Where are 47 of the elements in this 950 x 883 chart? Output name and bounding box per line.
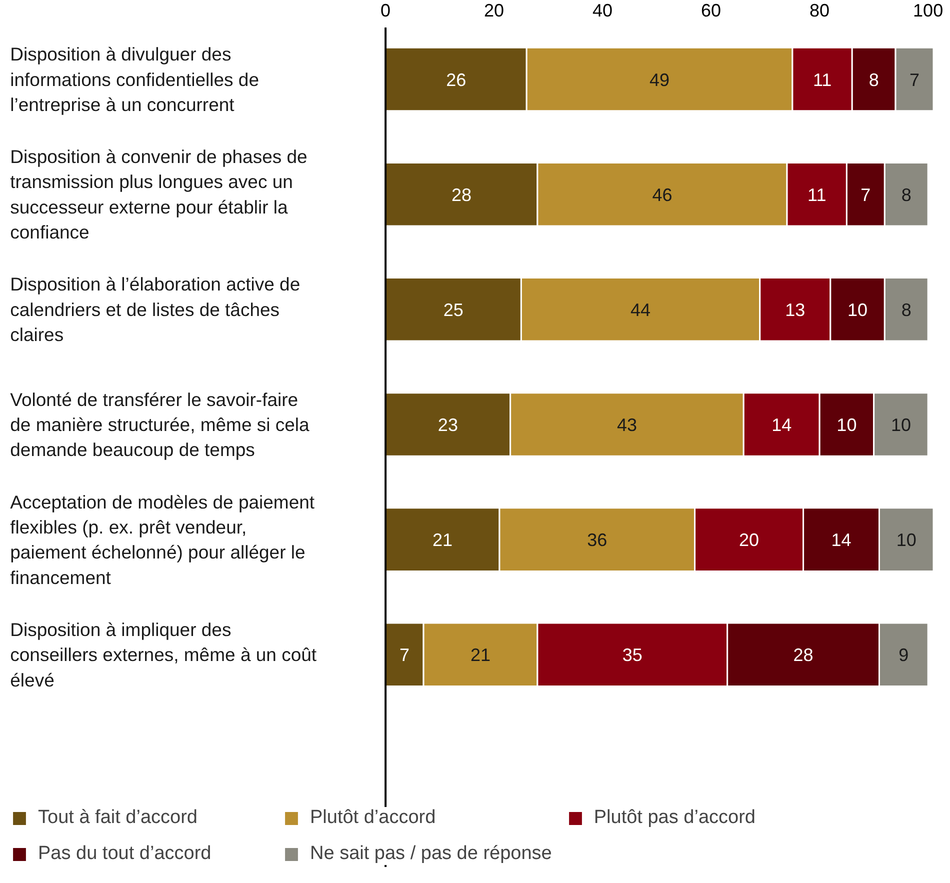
data-label: 7 [910,70,920,90]
data-label: 9 [898,645,909,666]
y-tick-label: Disposition à impliquer des conseillers externes, même à un coût élevé [10,618,317,690]
y-tick-label: Disposition à convenir de phases de transmission plus longues avec un successeur externe pour établir la confiance [10,146,308,243]
data-label: 35 [622,645,642,666]
data-label: 28 [451,184,472,205]
y-tick-label: Disposition à divulguer des informations confidentielles de l’entreprise à un concurrent [10,44,260,115]
x-tick-label: 100 [913,0,944,20]
data-label: 26 [446,70,466,90]
data-label: 11 [808,184,826,205]
data-label: 7 [400,645,410,666]
data-label: 43 [616,414,637,435]
data-label: 13 [785,300,806,320]
legend-label: Pas du tout d’accord [38,843,212,865]
y-tick-label: Volonté de transférer le savoir-faire de manière structurée, même si cela demande beaucoup de temps [10,388,310,460]
data-label: 14 [831,530,852,550]
data-label: 8 [901,300,912,320]
data-label: 10 [848,300,868,320]
data-label: 14 [772,414,792,435]
data-label: 8 [868,70,879,90]
data-label: 44 [630,300,651,320]
data-label: 11 [812,70,832,90]
data-label: 7 [860,184,871,205]
x-tick-label: 20 [484,0,504,20]
data-label: 20 [739,530,760,550]
data-label: 25 [443,300,464,320]
x-tick-label: 0 [380,0,391,20]
data-label: 23 [438,414,458,435]
y-tick-label: Acceptation de modèles de paiement flexibles (p. ex. prêt vendeur, paiement échelonné) pour alléger le financement [10,491,315,588]
x-tick-label: 80 [810,0,830,20]
legend-label: Plutôt pas d’accord [594,807,756,829]
data-label: 21 [432,530,453,550]
data-label: 21 [470,645,491,666]
legend-label: Tout à fait d’accord [38,807,198,829]
data-label: 8 [901,184,912,205]
legend-label: Ne sait pas / pas de réponse [310,843,552,865]
data-label: 10 [896,530,916,550]
y-tick-label: Disposition à l’élaboration active de calendriers et de listes de tâches claires [10,274,300,346]
data-label: 49 [650,70,670,90]
legend-label: Plutôt d’accord [310,807,437,829]
data-label: 10 [890,414,911,435]
data-label: 28 [793,645,814,666]
data-label: 10 [836,414,857,435]
x-tick-label: 60 [701,0,722,20]
x-tick-label: 40 [592,0,613,20]
data-label: 46 [652,184,672,205]
data-label: 36 [587,530,608,550]
